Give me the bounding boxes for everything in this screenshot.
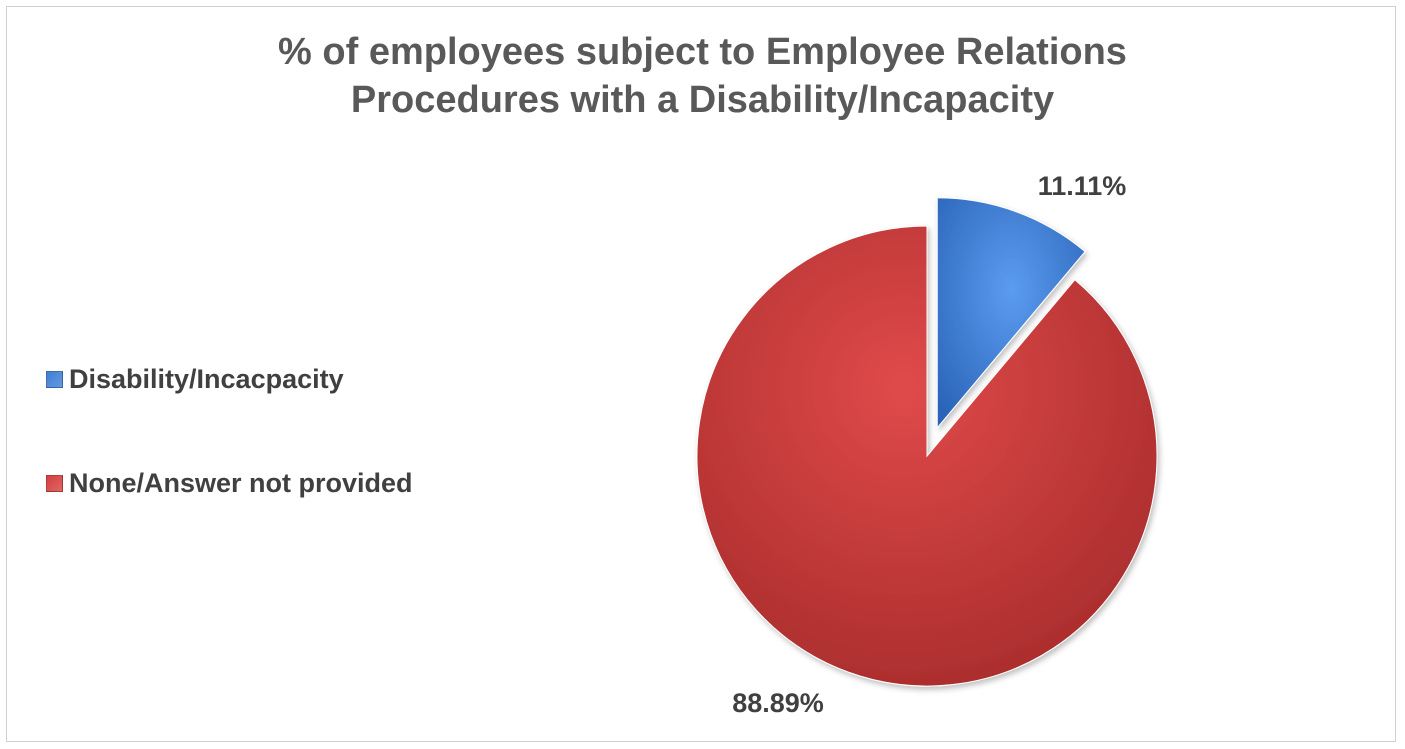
legend: Disability/Incacpacity None/Answer not p… [46,360,413,568]
legend-label-none: None/Answer not provided [69,467,413,498]
legend-swatch-disability [46,370,63,388]
chart-title-line-1: % of employees subject to Employee Relat… [278,31,1127,73]
legend-item-none: None/Answer not provided [46,464,413,502]
pie-slice-disability [936,197,1086,430]
chart-title: % of employees subject to Employee Relat… [0,28,1405,124]
data-label-disability: 11.11% [1038,171,1127,201]
legend-label-disability: Disability/Incacpacity [69,363,344,394]
chart-area [6,6,1396,742]
legend-swatch-none [46,474,63,492]
legend-item-disability: Disability/Incacpacity [46,360,413,398]
pie-slice-none [696,225,1158,687]
chart-title-line-2: Procedures with a Disability/Incapacity [350,79,1055,121]
data-label-none: 88.89% [732,688,824,718]
